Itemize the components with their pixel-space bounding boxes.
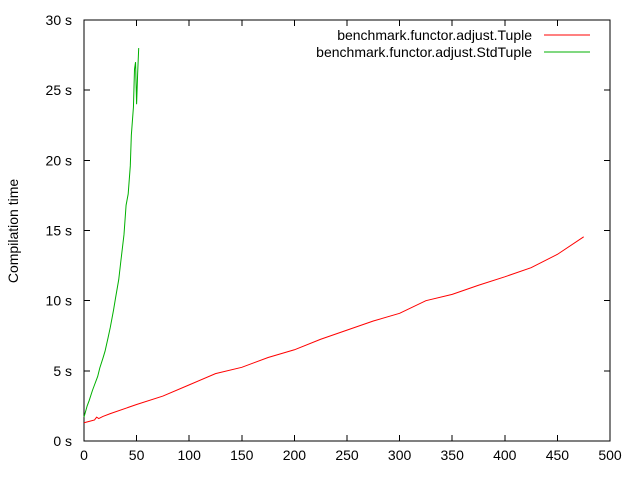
series-1-point [268,357,269,358]
series-1-point [215,373,216,374]
series-1-point [452,294,453,295]
series-1-point [96,417,97,418]
x-tick-label: 100 [178,447,202,463]
y-tick-label: 0 s [53,433,72,449]
series-2-point [131,134,132,135]
series-1-point [478,285,479,286]
legend-label-2: benchmark.functor.adjust.StdTuple [316,44,532,60]
series-1-point [294,349,295,350]
x-tick-label: 400 [493,447,517,463]
series-1-point [373,320,374,321]
x-tick-label: 500 [598,447,622,463]
series-2-point [133,106,134,107]
series-2-point [130,165,131,166]
series-1-point [83,422,84,423]
series-line-1 [83,236,584,424]
series-2-point [97,376,98,377]
series-1-point [94,419,95,420]
series-2-point [137,73,138,74]
series-1-point [241,367,242,368]
series-1-point [136,404,137,405]
y-tick-label: 10 s [46,293,72,309]
series-1-point [110,413,111,414]
x-tick-label: 300 [388,447,412,463]
series-2-point [94,384,95,385]
series-2-point [92,390,93,391]
series-2-point [89,400,90,401]
x-tick-label: 200 [283,447,307,463]
series-1-point [399,313,400,314]
x-tick-label: 0 [80,447,88,463]
series-1-point [346,330,347,331]
y-tick-label: 30 s [46,12,72,28]
series-2-point [102,358,103,359]
series-2-point [115,297,116,298]
series-2-point [136,104,137,105]
series-2-point [113,310,114,311]
series-1-point [583,236,584,237]
series-2-point [110,327,111,328]
series-2-point [125,205,126,206]
x-tick-label: 250 [335,447,359,463]
series-2-point [83,417,84,418]
y-tick-label: 5 s [53,363,72,379]
series-1-point [102,416,103,417]
series-group [83,47,584,424]
series-line-2 [83,48,140,418]
y-tick-label: 25 s [46,82,72,98]
series-2-point [104,351,105,352]
legend: benchmark.functor.adjust.Tuplebenchmark.… [316,27,590,60]
series-2-point [123,234,124,235]
x-tick-label: 150 [230,447,254,463]
series-2-point [118,279,119,280]
series-2-point [128,193,129,194]
y-tick-label: 20 s [46,152,72,168]
legend-label-1: benchmark.functor.adjust.Tuple [337,27,532,43]
series-1-point [557,254,558,255]
axis-ticks: 0 50 100 150 200 250 300 350 400 450 500 0 s 5 s 10 s… [46,12,622,463]
series-2-point [138,47,139,48]
series-1-point [531,267,532,268]
series-2-point [99,367,100,368]
series-1-point [162,395,163,396]
x-tick-label: 350 [441,447,465,463]
x-tick-label: 450 [546,447,570,463]
y-axis-label: Compilation time [5,179,21,283]
series-2-point [120,261,121,262]
series-2-point [87,405,88,406]
series-2-point [134,69,135,70]
series-1-point [189,384,190,385]
y-tick-label: 15 s [46,223,72,239]
plot-border [83,19,611,442]
series-1-point [425,300,426,301]
series-1-point [98,418,99,419]
series-2-point [135,62,136,63]
series-1-point [320,339,321,340]
series-1-point [504,276,505,277]
series-1-point [89,421,90,422]
plot-frame [83,19,611,442]
series-2-point [108,337,109,338]
x-tick-label: 50 [129,447,145,463]
